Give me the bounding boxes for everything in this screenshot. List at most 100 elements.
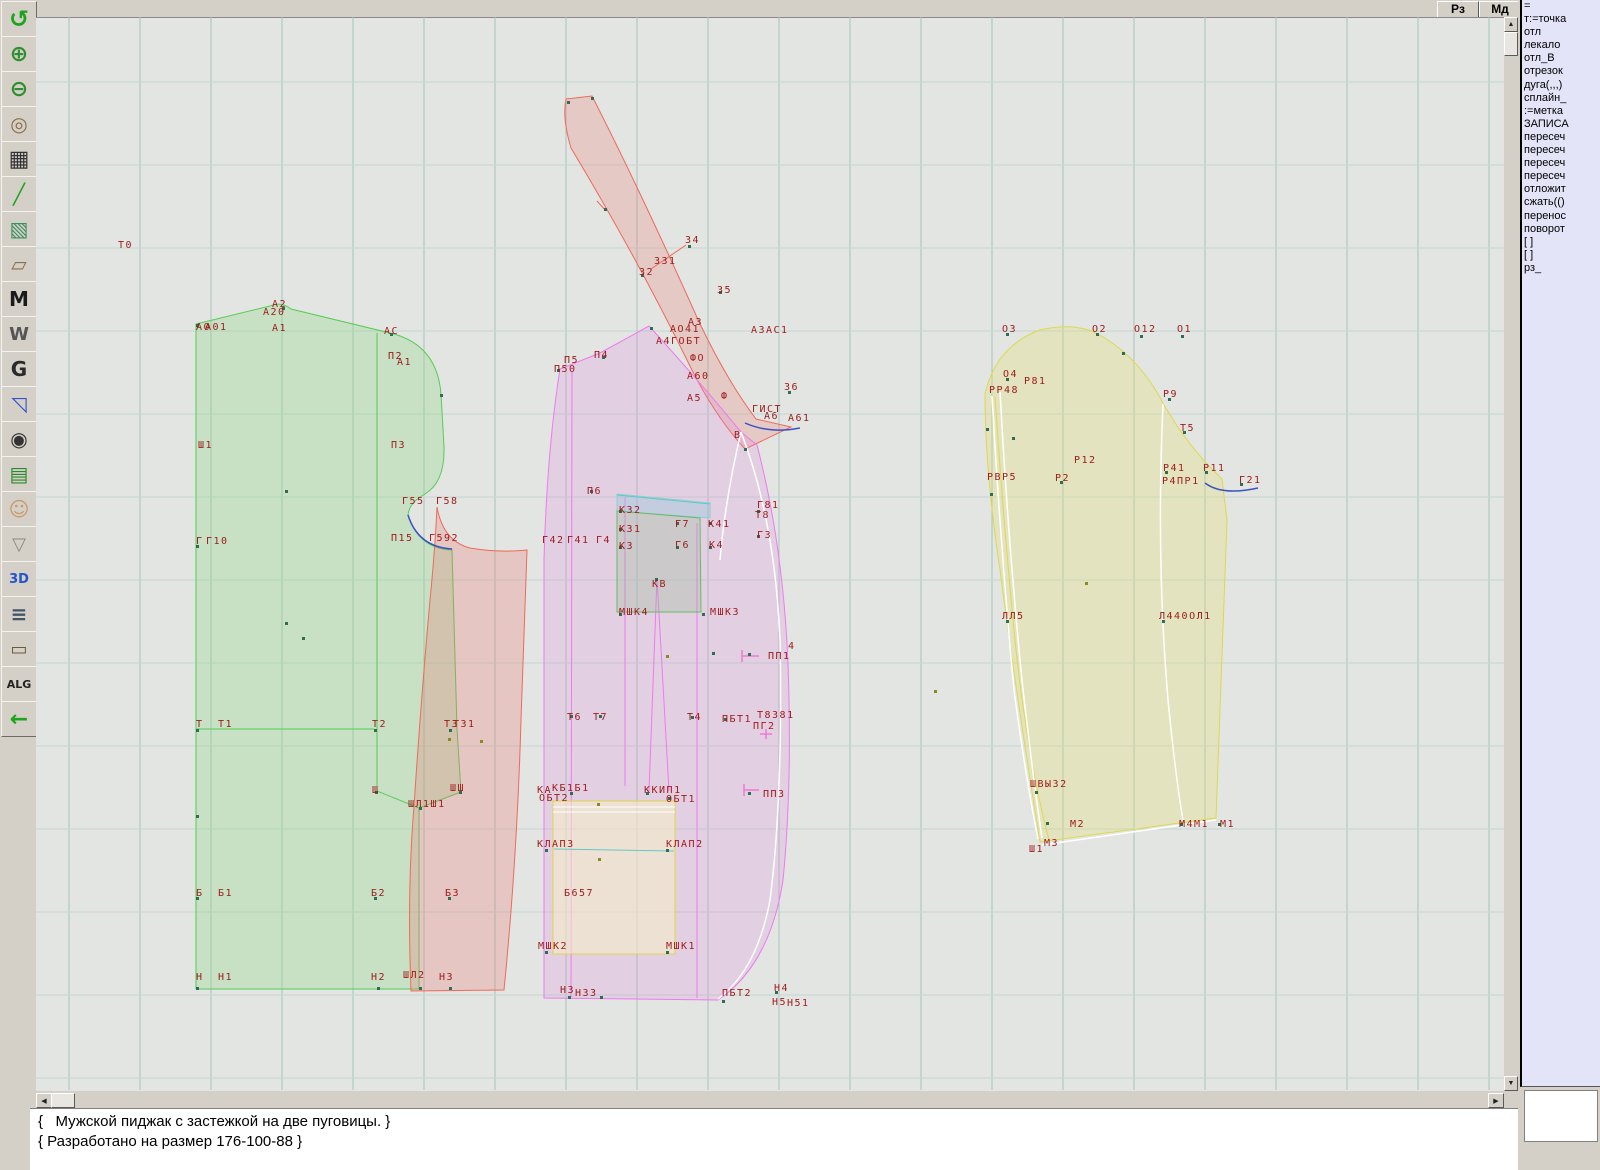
point-marker	[1060, 481, 1063, 484]
sleeve-internal-line	[994, 395, 1050, 841]
point-marker	[744, 448, 747, 451]
alg-icon[interactable]: ALG	[1, 666, 37, 702]
collar-piece[interactable]	[564, 95, 793, 450]
command-item[interactable]: сплайн_	[1524, 91, 1567, 104]
command-item[interactable]: отл	[1524, 26, 1542, 39]
vertical-scroll-thumb[interactable]	[1504, 32, 1518, 56]
camera-icon[interactable]: ◉	[1, 421, 37, 457]
command-item[interactable]: лекало	[1524, 39, 1561, 52]
point-marker	[757, 535, 760, 538]
books-icon[interactable]: ▭	[1, 631, 37, 667]
spreadsheet-icon[interactable]: ▤	[1, 456, 37, 492]
command-item[interactable]: т:=точка	[1524, 13, 1567, 26]
point-marker	[375, 791, 378, 794]
scroll-down-icon[interactable]: ▼	[1504, 1076, 1518, 1091]
back-piece-internal-lines	[196, 333, 420, 809]
command-item[interactable]: пересеч	[1524, 144, 1566, 157]
point-marker	[196, 815, 199, 818]
point-marker	[600, 996, 603, 999]
command-item[interactable]: отрезок	[1524, 65, 1563, 78]
point-marker	[557, 369, 560, 372]
point-marker	[459, 791, 462, 794]
command-item[interactable]: пересеч	[1524, 157, 1566, 170]
vertical-scrollbar[interactable]: ▲ ▼	[1504, 17, 1518, 1091]
horizontal-scrollbar[interactable]: ◀ ▶	[36, 1091, 1504, 1108]
point-marker	[1035, 791, 1038, 794]
point-marker	[1140, 335, 1143, 338]
grid-icon[interactable]: ▦	[1, 141, 37, 177]
point-marker	[449, 729, 452, 732]
point-marker	[722, 1000, 725, 1003]
scroll-right-icon[interactable]: ▶	[1488, 1093, 1504, 1108]
sleeve-piece[interactable]	[984, 326, 1228, 843]
command-item[interactable]: поворот	[1524, 222, 1565, 235]
portrait-icon[interactable]: ☺	[1, 491, 37, 527]
armhole-blue-arc	[407, 514, 453, 550]
command-item[interactable]: отл_В	[1524, 52, 1555, 65]
point-marker	[196, 545, 199, 548]
point-marker	[196, 324, 199, 327]
command-item[interactable]: дуга(,,,)	[1524, 78, 1563, 91]
command-item[interactable]: =	[1524, 0, 1531, 12]
point-marker	[1096, 333, 1099, 336]
point-marker	[440, 394, 443, 397]
point-marker	[668, 797, 671, 800]
point-marker	[702, 613, 705, 616]
command-list[interactable]: = т:=точка отл лекало отл_В отрезок дуга(,,,) с…	[1520, 0, 1600, 1087]
point-marker	[691, 716, 694, 719]
zoom-in-icon[interactable]: ⊕	[1, 36, 37, 72]
point-marker	[676, 546, 679, 549]
point-marker	[374, 897, 377, 900]
point-marker	[419, 807, 422, 810]
scroll-left-icon[interactable]: ◀	[36, 1093, 52, 1108]
horizontal-scroll-thumb[interactable]	[51, 1093, 75, 1108]
point-marker	[302, 637, 305, 640]
command-item[interactable]: ЗАПИСА	[1524, 117, 1569, 130]
threed-icon[interactable]: 3D	[1, 561, 37, 597]
point-markers	[196, 97, 1243, 1003]
notes-icon[interactable]: ≡	[1, 596, 37, 632]
point-marker	[1006, 620, 1009, 623]
point-marker	[545, 849, 548, 852]
command-item[interactable]: отложит	[1524, 183, 1566, 196]
point-marker	[602, 356, 605, 359]
status-area: { Мужской пиджак с застежкой на две пуго…	[30, 1108, 1518, 1170]
back-piece[interactable]	[195, 303, 462, 990]
side-piece[interactable]	[409, 506, 528, 992]
point-marker	[590, 490, 593, 493]
grid-lines	[36, 17, 1504, 1090]
point-marker	[1162, 620, 1165, 623]
point-marker	[619, 546, 622, 549]
point-marker	[646, 792, 649, 795]
point-marker	[655, 578, 658, 581]
point-marker	[480, 740, 483, 743]
measure-line-icon[interactable]: ╱	[1, 176, 37, 212]
point-marker	[449, 987, 452, 990]
point-marker	[570, 715, 573, 718]
pattern-m-icon[interactable]: M	[1, 281, 37, 317]
point-marker	[374, 729, 377, 732]
command-item[interactable]: [ ]	[1524, 235, 1534, 248]
command-item[interactable]: перенос	[1524, 209, 1567, 222]
preview-lens-icon[interactable]: ◎	[1, 106, 37, 142]
command-item[interactable]: :=метка	[1524, 104, 1564, 117]
command-item[interactable]: пересеч	[1524, 130, 1566, 143]
command-item[interactable]: [ ]	[1524, 248, 1534, 261]
point-marker	[788, 391, 791, 394]
gorge-blue-arc	[744, 422, 801, 431]
point-marker	[567, 101, 570, 104]
command-item[interactable]: сжать(()	[1524, 196, 1565, 209]
command-item[interactable]: рз_	[1524, 261, 1542, 274]
point-marker	[1240, 483, 1243, 486]
scroll-up-icon[interactable]: ▲	[1504, 17, 1518, 32]
panel-bottom-box	[1524, 1090, 1598, 1142]
flap-pocket-white-lines	[553, 806, 675, 813]
command-item[interactable]: пересеч	[1524, 170, 1566, 183]
image-icon[interactable]: ▧	[1, 211, 37, 247]
md-mode-button[interactable]: Мд	[1479, 1, 1521, 18]
front-edge-white-curve	[717, 431, 782, 1000]
point-marker	[282, 307, 285, 310]
compass-icon[interactable]: W	[1, 316, 37, 352]
